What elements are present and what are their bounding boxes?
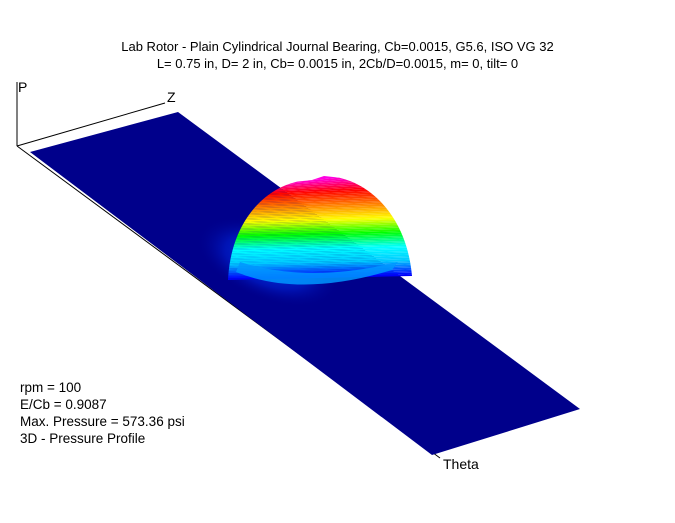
pressure-band xyxy=(232,244,407,250)
pressure-foot xyxy=(236,262,398,285)
pressure-band xyxy=(229,262,411,269)
pressure-band xyxy=(239,226,399,232)
pressure-band xyxy=(286,179,350,185)
z-axis-line xyxy=(16,102,166,147)
chart-subtitle: L= 0.75 in, D= 2 in, Cb= 0.0015 in, 2Cb/… xyxy=(156,56,519,71)
pressure-band xyxy=(275,184,361,190)
pressure-band xyxy=(264,192,373,199)
pressure-band xyxy=(266,191,371,197)
pressure-band xyxy=(238,227,400,234)
pressure-band xyxy=(247,211,390,217)
p-axis-label: P xyxy=(18,79,27,95)
pressure-band xyxy=(229,261,411,267)
pressure-band xyxy=(282,181,354,187)
pressure-band xyxy=(230,254,409,260)
pressure-band xyxy=(254,202,384,209)
pressure-band xyxy=(248,209,389,215)
pressure-band xyxy=(270,187,366,194)
pressure-band xyxy=(234,239,405,245)
pressure-band xyxy=(273,186,364,192)
pressure-band xyxy=(268,189,369,195)
pressure-band xyxy=(262,194,375,200)
pressure-band xyxy=(231,251,409,257)
pressure-band xyxy=(258,197,379,204)
pressure-band xyxy=(235,236,404,242)
pressure-hump xyxy=(228,176,412,285)
chart-title: Lab Rotor - Plain Cylindrical Journal Be… xyxy=(121,39,554,54)
pressure-band xyxy=(232,246,407,252)
pressure-band xyxy=(230,256,410,262)
pressure-band xyxy=(240,222,398,229)
pressure-band xyxy=(243,217,395,224)
pressure-band xyxy=(237,231,402,237)
eccentricity-readout: E/Cb = 0.9087 xyxy=(20,397,107,412)
pressure-band xyxy=(234,237,404,244)
pressure-band xyxy=(278,182,358,189)
rpm-readout: rpm = 100 xyxy=(20,380,82,395)
pressure-band xyxy=(233,242,406,249)
pressure-band xyxy=(250,207,388,214)
pressure-band xyxy=(257,199,380,205)
pressure-band xyxy=(260,196,377,202)
z-axis-label: Z xyxy=(167,89,176,105)
pressure-band xyxy=(230,252,409,259)
pressure-band xyxy=(231,249,408,255)
pressure-band xyxy=(246,212,391,219)
theta-axis-label: Theta xyxy=(443,456,479,472)
pressure-band xyxy=(228,264,411,270)
pressure-band xyxy=(252,204,385,210)
pressure-band xyxy=(229,257,410,264)
pressure-band xyxy=(255,201,382,207)
pressure-band xyxy=(241,221,397,227)
pressure-band xyxy=(240,224,398,230)
pressure-band xyxy=(251,206,386,212)
pressure-band xyxy=(231,247,408,254)
pressure-band xyxy=(235,234,403,240)
pressure-band xyxy=(237,229,401,235)
max-pressure-readout: Max. Pressure = 573.36 psi xyxy=(20,414,185,429)
pressure-band xyxy=(244,216,394,222)
plot-description: 3D - Pressure Profile xyxy=(20,431,146,446)
pressure-band xyxy=(236,232,402,239)
pressure-band xyxy=(297,176,340,182)
pressure-band xyxy=(290,177,346,184)
pressure-band xyxy=(229,259,410,265)
pressure-band xyxy=(233,241,406,247)
pressure-band xyxy=(245,214,393,220)
pressure-band xyxy=(242,219,396,225)
